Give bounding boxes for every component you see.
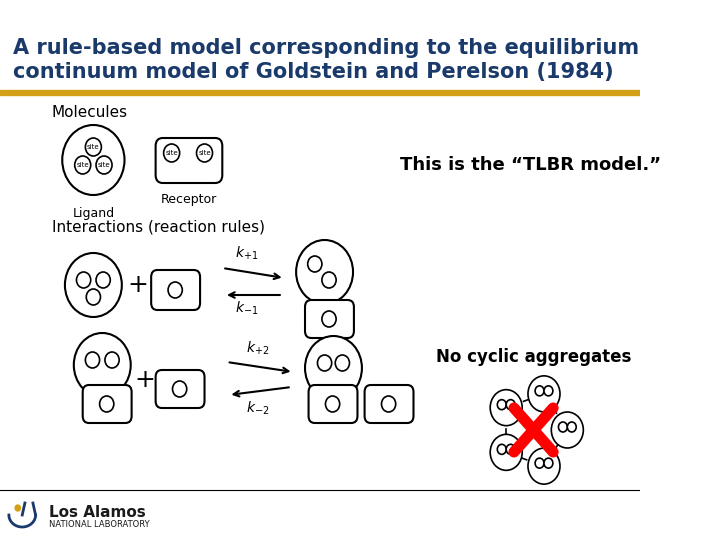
Circle shape (552, 412, 583, 448)
Circle shape (62, 125, 125, 195)
Circle shape (325, 396, 340, 412)
Circle shape (559, 422, 567, 432)
Circle shape (535, 458, 544, 468)
Text: $k_{+1}$: $k_{+1}$ (235, 245, 259, 262)
Text: site: site (98, 162, 110, 168)
Text: Molecules: Molecules (52, 105, 127, 120)
Circle shape (163, 144, 179, 162)
Text: +: + (135, 368, 156, 392)
Circle shape (544, 458, 553, 468)
Circle shape (307, 256, 322, 272)
Circle shape (76, 272, 91, 288)
Circle shape (490, 390, 522, 426)
Circle shape (305, 336, 362, 400)
Circle shape (322, 272, 336, 288)
Text: $k_{-2}$: $k_{-2}$ (246, 400, 269, 417)
Circle shape (65, 253, 122, 317)
FancyBboxPatch shape (151, 270, 200, 310)
Circle shape (506, 444, 515, 454)
Text: A rule-based model corresponding to the equilibrium: A rule-based model corresponding to the … (14, 38, 639, 58)
Text: Interactions (reaction rules): Interactions (reaction rules) (52, 220, 264, 235)
Circle shape (99, 396, 114, 412)
Text: $k_{+2}$: $k_{+2}$ (246, 340, 269, 357)
FancyBboxPatch shape (305, 300, 354, 338)
Circle shape (168, 282, 182, 298)
Circle shape (544, 386, 553, 396)
Text: $k_{-1}$: $k_{-1}$ (235, 300, 259, 318)
Circle shape (197, 144, 212, 162)
Circle shape (567, 422, 576, 432)
Text: This is the “TLBR model.”: This is the “TLBR model.” (400, 156, 661, 174)
Circle shape (96, 156, 112, 174)
Circle shape (528, 376, 560, 412)
Circle shape (490, 434, 522, 470)
FancyBboxPatch shape (83, 385, 132, 423)
Text: No cyclic aggregates: No cyclic aggregates (436, 348, 631, 366)
Text: Los Alamos: Los Alamos (49, 505, 145, 520)
Text: site: site (76, 162, 89, 168)
Circle shape (105, 352, 119, 368)
Circle shape (336, 355, 349, 371)
Circle shape (498, 400, 506, 410)
Text: site: site (198, 150, 211, 156)
Circle shape (296, 240, 353, 304)
Bar (0, 90, 640, 95)
Circle shape (528, 448, 560, 484)
Circle shape (535, 386, 544, 396)
FancyBboxPatch shape (156, 370, 204, 408)
Circle shape (173, 381, 186, 397)
Circle shape (96, 272, 110, 288)
Circle shape (382, 396, 396, 412)
Circle shape (75, 156, 91, 174)
Circle shape (322, 311, 336, 327)
Circle shape (86, 352, 99, 368)
Text: Receptor: Receptor (161, 193, 217, 206)
FancyBboxPatch shape (156, 138, 222, 183)
Circle shape (15, 505, 20, 511)
Circle shape (86, 138, 102, 156)
FancyBboxPatch shape (309, 385, 357, 423)
Text: site: site (166, 150, 178, 156)
Circle shape (74, 333, 131, 397)
Text: site: site (87, 144, 99, 150)
Circle shape (86, 289, 101, 305)
Text: NATIONAL LABORATORY: NATIONAL LABORATORY (49, 520, 150, 529)
Text: continuum model of Goldstein and Perelson (1984): continuum model of Goldstein and Perelso… (14, 62, 614, 82)
Circle shape (506, 400, 515, 410)
Text: +: + (127, 273, 148, 297)
Circle shape (498, 444, 506, 454)
Text: Ligand: Ligand (72, 207, 114, 220)
Circle shape (318, 355, 332, 371)
FancyBboxPatch shape (364, 385, 413, 423)
